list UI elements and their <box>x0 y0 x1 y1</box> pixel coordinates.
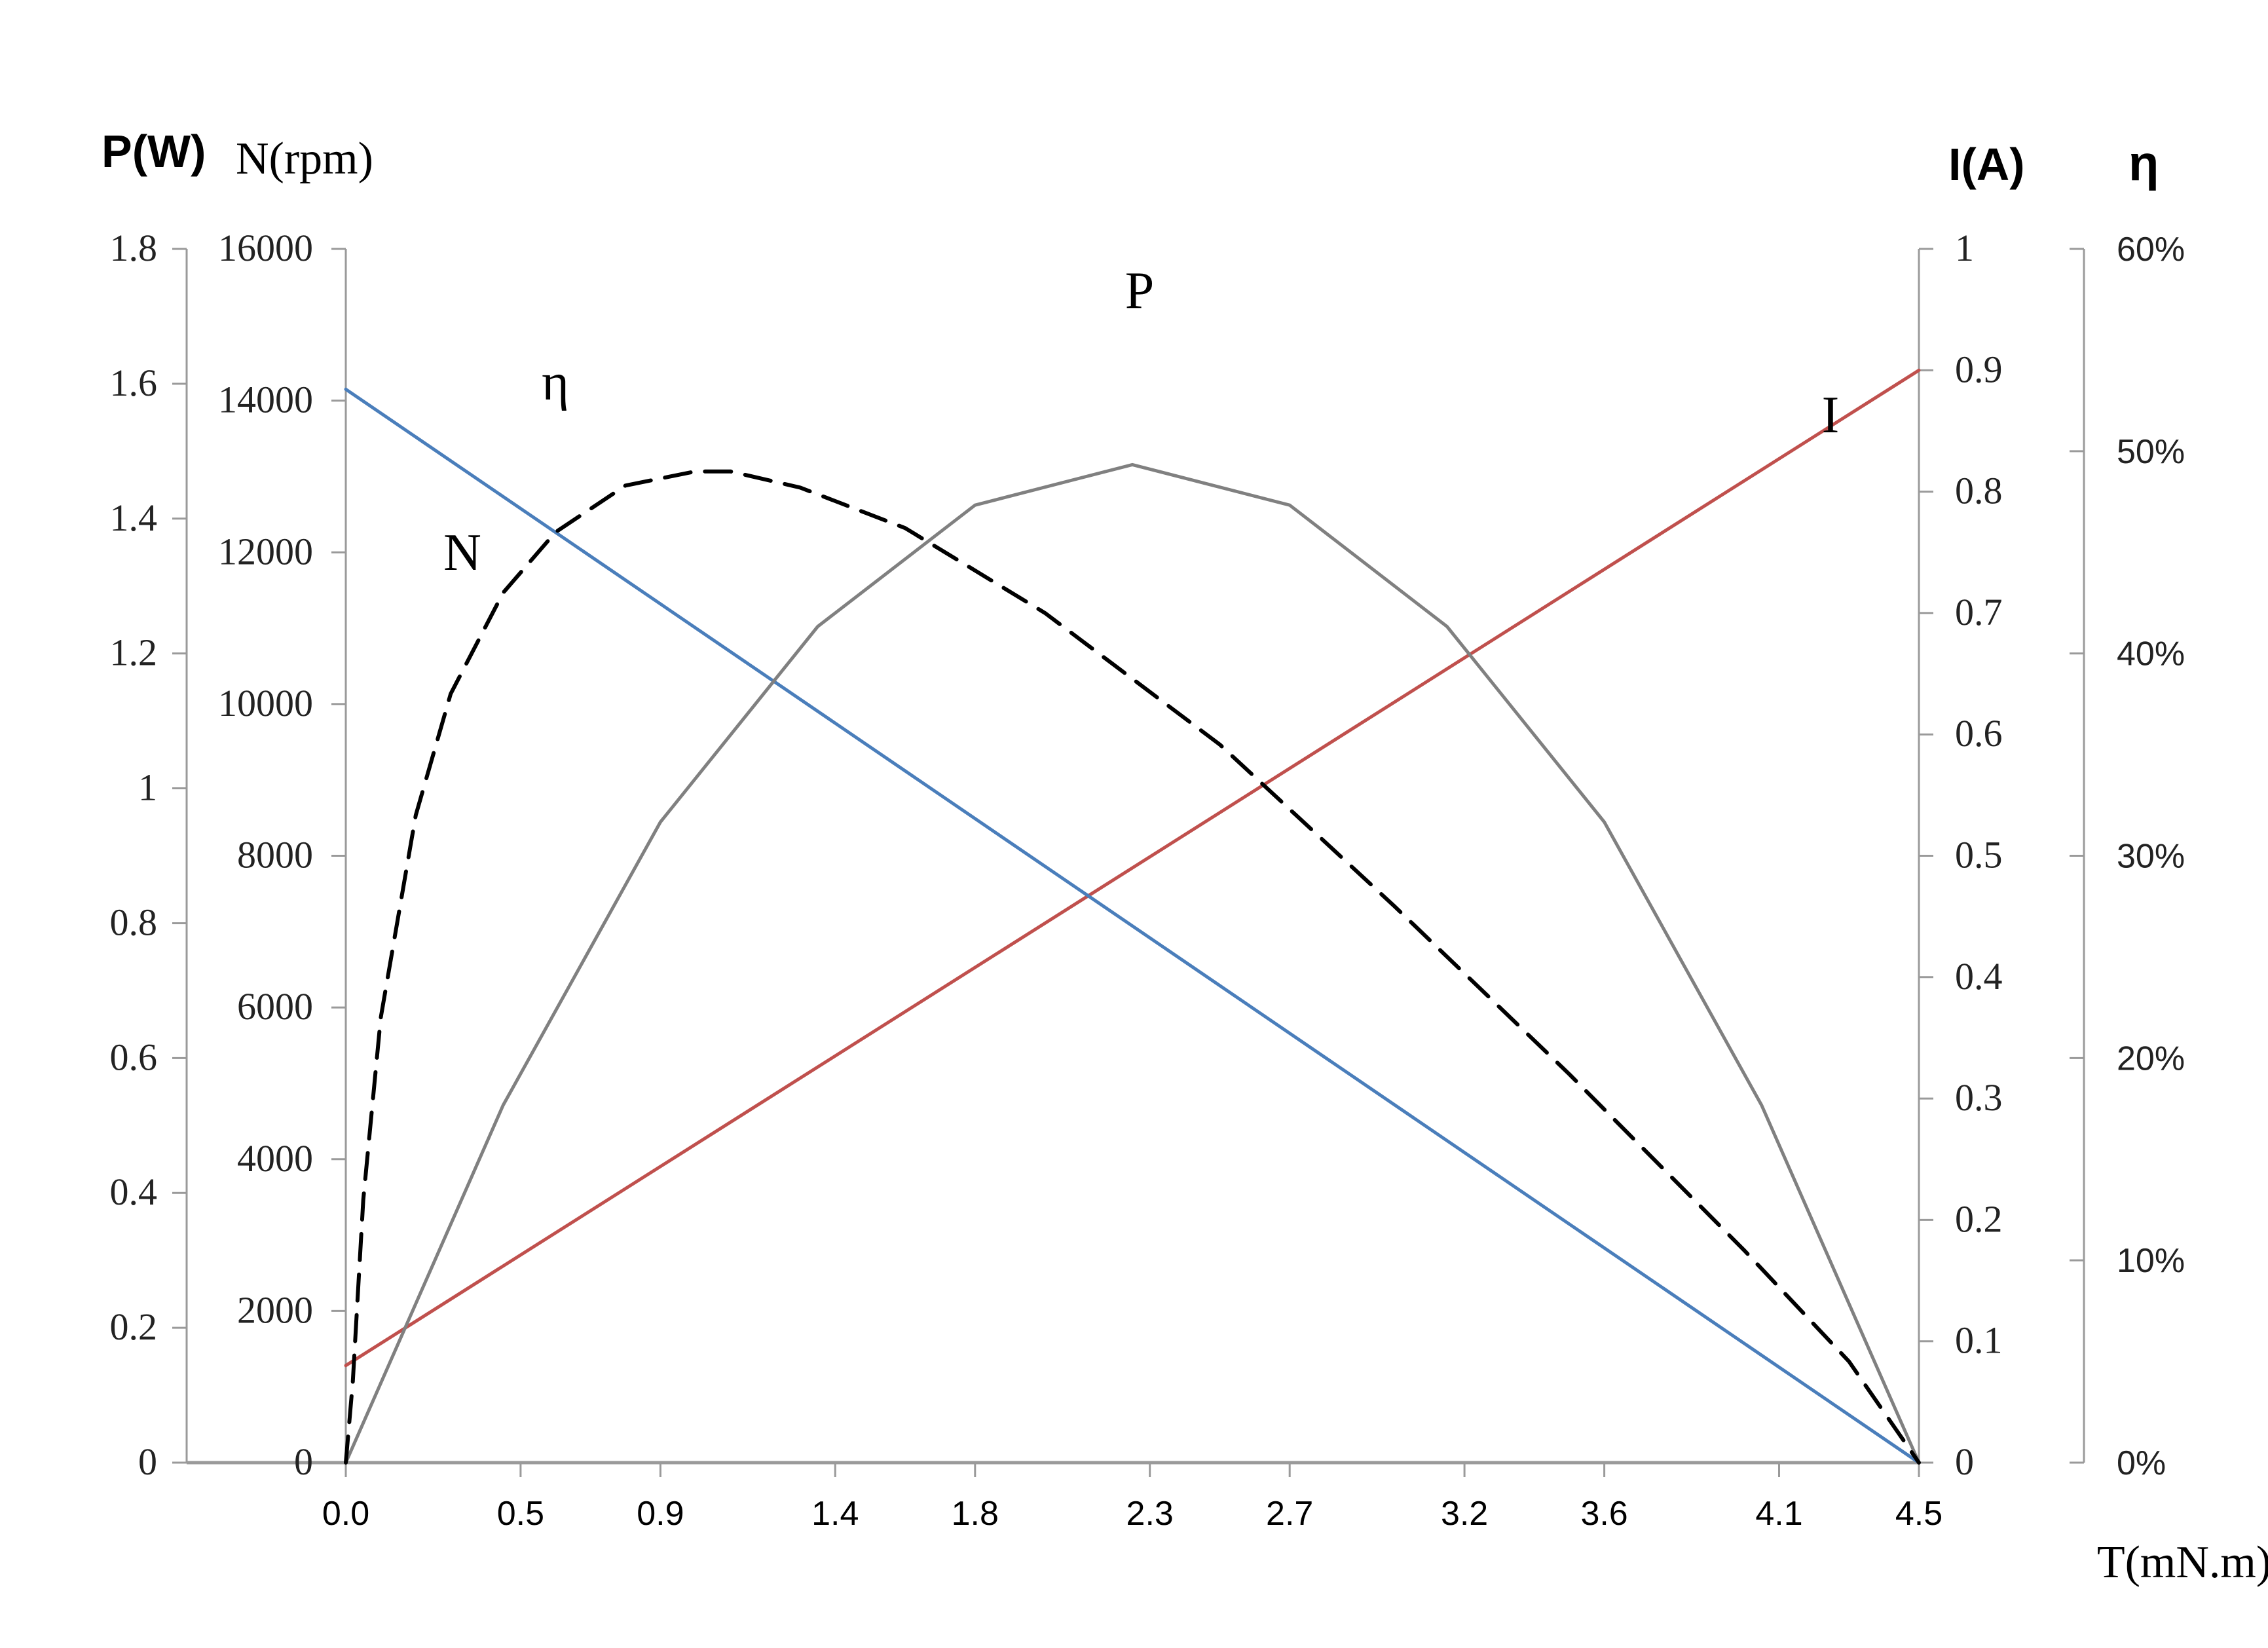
x-tick-label: 0.5 <box>497 1495 544 1533</box>
n-tick-label: 2000 <box>237 1288 313 1331</box>
n-tick-label: 4000 <box>237 1137 313 1180</box>
i-tick-label: 1 <box>1955 227 1974 269</box>
i-axis-title: I(A) <box>1948 139 2025 190</box>
series-label-p: P <box>1125 262 1155 320</box>
series-line-n <box>344 387 1921 1465</box>
series-label-n: N <box>443 524 481 582</box>
i-tick-label: 0.4 <box>1955 955 2003 998</box>
i-tick-label: 0.3 <box>1955 1076 2003 1119</box>
n-tick-label: 16000 <box>218 227 313 269</box>
n-tick-label: 8000 <box>237 834 313 876</box>
p-tick-label: 1.6 <box>110 362 158 404</box>
i-tick-label: 0.6 <box>1955 712 2003 755</box>
eta-tick-label: 20% <box>2117 1039 2185 1077</box>
i-tick-label: 0.7 <box>1955 591 2003 633</box>
series-label-i: I <box>1822 386 1840 444</box>
p-tick-label: 1 <box>138 766 157 809</box>
p-tick-label: 1.2 <box>110 631 158 674</box>
n-tick-label: 10000 <box>218 682 313 724</box>
i-tick-label: 0.8 <box>1955 470 2003 512</box>
x-tick-label: 4.1 <box>1755 1495 1802 1533</box>
n-axis-title: N(rpm) <box>236 134 373 184</box>
x-tick-label: 2.3 <box>1126 1495 1174 1533</box>
p-axis-title: P(W) <box>102 126 206 177</box>
eta-tick-label: 50% <box>2117 433 2185 471</box>
p-tick-label: 0.8 <box>110 901 158 943</box>
series-line-i <box>344 368 1921 1368</box>
axes-layer <box>185 249 2085 1465</box>
x-tick-label: 4.5 <box>1895 1495 1943 1533</box>
p-tick-label: 0.6 <box>110 1036 158 1078</box>
p-tick-label: 0.4 <box>110 1170 158 1213</box>
x-tick-label: 1.8 <box>952 1495 999 1533</box>
eta-axis-title: η <box>2129 136 2159 191</box>
p-tick-label: 1.4 <box>110 496 158 539</box>
x-tick-label: 0.0 <box>322 1495 369 1533</box>
n-tick-label: 12000 <box>218 530 313 572</box>
n-tick-label: 0 <box>294 1440 313 1483</box>
p-tick-label: 0.2 <box>110 1305 158 1348</box>
eta-tick-label: 60% <box>2117 231 2185 269</box>
x-tick-label: 3.2 <box>1441 1495 1488 1533</box>
n-tick-label: 6000 <box>237 985 313 1028</box>
i-tick-label: 0.5 <box>1955 834 2003 876</box>
eta-tick-label: 0% <box>2117 1444 2166 1482</box>
p-tick-label: 0 <box>138 1440 157 1483</box>
x-tick-label: 2.7 <box>1266 1495 1313 1533</box>
i-tick-label: 0.2 <box>1955 1197 2003 1240</box>
series-label-eta: η <box>542 354 569 411</box>
i-tick-label: 0 <box>1955 1440 1974 1483</box>
eta-tick-label: 40% <box>2117 635 2185 673</box>
i-tick-label: 0.9 <box>1955 348 2003 390</box>
ticks-layer: 0.0 0.5 0.9 1.4 1.8 2.3 2.7 3.2 3.6 4.1 4.5 0 0.2 0.4… <box>110 227 2185 1533</box>
n-tick-label: 14000 <box>218 379 313 421</box>
x-tick-label: 0.9 <box>637 1495 684 1533</box>
x-axis-title: T(mN.m) <box>2097 1537 2268 1588</box>
x-tick-label: 1.4 <box>811 1495 859 1533</box>
eta-tick-label: 30% <box>2117 838 2185 876</box>
x-tick-label: 3.6 <box>1580 1495 1627 1533</box>
eta-tick-label: 10% <box>2117 1242 2185 1280</box>
series-line-p <box>344 462 1921 1465</box>
series-layer <box>344 368 1921 1465</box>
i-tick-label: 0.1 <box>1955 1319 2003 1362</box>
p-tick-label: 1.8 <box>110 227 158 269</box>
series-line-eta <box>344 469 1921 1465</box>
